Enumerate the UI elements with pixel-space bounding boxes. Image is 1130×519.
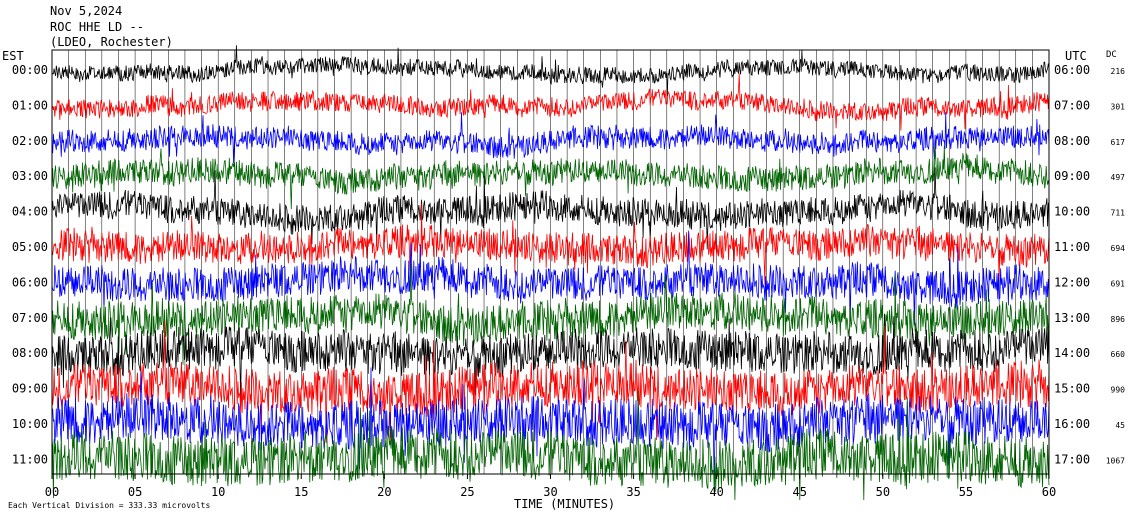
est-hour-label: 08:00 bbox=[12, 346, 48, 360]
x-tick-label: 10 bbox=[211, 485, 225, 499]
minute-gridlines bbox=[68, 50, 1033, 474]
seismic-traces bbox=[51, 45, 1050, 501]
utc-hour-label: 07:00 bbox=[1054, 98, 1090, 112]
dc-offset-label: 691 bbox=[1111, 279, 1126, 288]
x-tick-label: 40 bbox=[709, 485, 723, 499]
trace-line bbox=[51, 367, 1050, 489]
x-tick-label: 45 bbox=[793, 485, 807, 499]
trace-line bbox=[51, 145, 1050, 210]
est-hour-label: 02:00 bbox=[12, 134, 48, 148]
dc-offset-label: 301 bbox=[1111, 102, 1126, 111]
trace-line bbox=[51, 203, 1050, 285]
dc-offset-label: 694 bbox=[1111, 244, 1126, 253]
x-tick-label: 20 bbox=[377, 485, 391, 499]
x-tick-label: 55 bbox=[959, 485, 973, 499]
trace-line bbox=[51, 230, 1050, 326]
x-tick-label: 05 bbox=[128, 485, 142, 499]
dc-offset-label: 497 bbox=[1111, 173, 1126, 182]
est-hour-label: 03:00 bbox=[12, 169, 48, 183]
trace-line bbox=[51, 390, 1050, 501]
x-tick-label: 60 bbox=[1042, 485, 1056, 499]
dc-offset-label: 617 bbox=[1111, 138, 1126, 147]
utc-hour-label: 14:00 bbox=[1054, 346, 1090, 360]
utc-hour-label: 12:00 bbox=[1054, 275, 1090, 289]
est-hour-label: 11:00 bbox=[12, 452, 48, 466]
x-axis-title: TIME (MINUTES) bbox=[514, 497, 615, 511]
scale-footnote: Each Vertical Division = 333.33 microvol… bbox=[8, 501, 210, 510]
dc-offset-label: 1067 bbox=[1106, 456, 1125, 465]
dc-offset-label: 896 bbox=[1111, 315, 1126, 324]
dc-offset-label: 990 bbox=[1111, 386, 1126, 395]
utc-hour-label: 17:00 bbox=[1054, 452, 1090, 466]
utc-hour-label: 15:00 bbox=[1054, 382, 1090, 396]
utc-hour-label: 16:00 bbox=[1054, 417, 1090, 431]
est-hour-label: 05:00 bbox=[12, 240, 48, 254]
trace-line bbox=[51, 111, 1050, 164]
trace-line bbox=[51, 314, 1050, 402]
network-label: (LDEO, Rochester) bbox=[50, 35, 173, 49]
utc-axis-label: UTC bbox=[1065, 49, 1087, 63]
dc-offset-label: 216 bbox=[1111, 67, 1126, 76]
trace-line bbox=[52, 73, 1050, 131]
utc-hour-label: 10:00 bbox=[1054, 205, 1090, 219]
est-hour-label: 09:00 bbox=[12, 382, 48, 396]
est-hour-label: 00:00 bbox=[12, 63, 48, 77]
est-hour-label: 01:00 bbox=[12, 98, 48, 112]
est-axis-label: EST bbox=[2, 49, 24, 63]
utc-hour-label: 09:00 bbox=[1054, 169, 1090, 183]
dc-offset-label: 660 bbox=[1111, 350, 1126, 359]
x-axis-ticks: 00 05 10 15 20 25 30 35 40 45 50 55 60 bbox=[45, 474, 1056, 499]
dc-offset-label: 45 bbox=[1115, 421, 1125, 430]
x-tick-label: 35 bbox=[626, 485, 640, 499]
est-hour-label: 04:00 bbox=[12, 205, 48, 219]
chart-title: Nov 5,2024 bbox=[50, 4, 123, 18]
est-hour-label: 10:00 bbox=[12, 417, 48, 431]
dc-column-label: DC bbox=[1106, 50, 1117, 60]
est-hour-label: 07:00 bbox=[12, 311, 48, 325]
x-tick-label: 15 bbox=[294, 485, 308, 499]
x-tick-label: 00 bbox=[45, 485, 59, 499]
station-label: ROC HHE LD -- bbox=[50, 20, 144, 34]
est-hour-label: 06:00 bbox=[12, 275, 48, 289]
x-tick-label: 25 bbox=[460, 485, 474, 499]
utc-hour-label: 08:00 bbox=[1054, 134, 1090, 148]
utc-hour-label: 06:00 bbox=[1054, 63, 1090, 77]
utc-hour-label: 11:00 bbox=[1054, 240, 1090, 254]
trace-line bbox=[51, 45, 1050, 97]
x-tick-label: 30 bbox=[543, 485, 557, 499]
trace-line bbox=[51, 263, 1050, 365]
utc-hour-label: 13:00 bbox=[1054, 311, 1090, 325]
x-tick-label: 50 bbox=[876, 485, 890, 499]
trace-line bbox=[51, 167, 1050, 250]
trace-line bbox=[51, 320, 1050, 445]
dc-offset-label: 711 bbox=[1111, 209, 1126, 218]
row-labels: 00:00 06:00 216 01:00 07:00 301 02:00 08:00 617 0… bbox=[12, 63, 1125, 466]
